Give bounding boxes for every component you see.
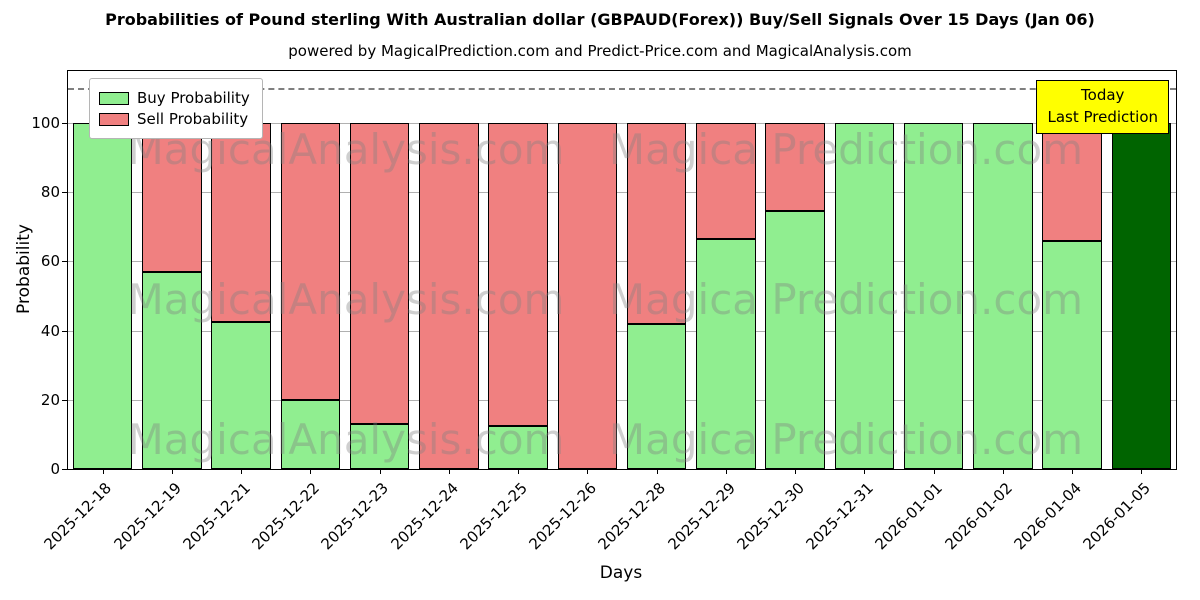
bar-segment-sell [1042,122,1102,241]
bar-segment-buy [973,122,1033,469]
bar-segment-sell [280,122,341,400]
y-tick-label: 20 [40,390,60,409]
y-tick-mark [62,330,67,332]
y-tick-label: 80 [40,183,60,202]
buy-probability-swatch [99,91,129,105]
chart-title: Probabilities of Pound sterling With Aus… [105,10,1095,29]
bar-segment-buy [696,238,756,469]
x-tick-mark [864,469,866,474]
x-tick-label: 2025-12-31 [802,479,878,554]
x-tick-mark [1072,469,1074,474]
legend-label-buy: Buy Probability [137,89,250,107]
x-tick-label: 2025-12-24 [387,479,462,554]
x-tick-label: 2026-01-05 [1079,479,1155,554]
legend-label-sell: Sell Probability [137,110,249,128]
bar-segment-sell [211,122,271,322]
sell-probability-swatch [99,112,129,126]
bar-segment-buy [488,425,548,469]
x-tick-mark [933,469,935,474]
x-tick-mark [102,469,104,474]
dashed-reference-line [68,88,1176,91]
y-tick-label: 0 [50,460,60,478]
x-tick-mark [241,469,243,474]
y-tick-label: 60 [40,252,60,271]
y-tick-mark [62,469,67,470]
bar-segment-sell [488,122,548,426]
x-tick-mark [1002,469,1004,474]
today-annotation-line2: Last Prediction [1047,107,1158,126]
bar-segment-sell [557,122,618,469]
x-tick-label: 2025-12-28 [594,479,670,554]
bar-segment-buy [72,122,133,469]
bar-segment-buy [834,122,895,469]
x-tick-label: 2025-12-22 [248,479,324,554]
x-tick-mark [725,469,727,474]
x-tick-mark [171,469,173,474]
y-gridline [68,122,1176,124]
x-tick-label: 2025-12-21 [179,479,254,554]
bar-segment-buy [765,211,825,469]
x-tick-label: 2025-12-29 [664,479,739,554]
x-tick-mark [656,469,658,474]
bar-segment-buy [903,122,964,469]
today-annotation-line1: Today [1081,86,1125,104]
y-tick-mark [62,192,67,194]
y-gridline [68,261,1176,263]
bar-segment-sell [626,122,687,324]
x-tick-mark [795,469,797,474]
x-axis-label: Days [599,563,643,583]
y-tick-label: 100 [31,113,60,132]
x-tick-mark [1141,469,1143,474]
x-tick-label: 2026-01-02 [941,479,1016,554]
bar-segment-buy [349,424,410,469]
x-tick-mark [587,469,589,474]
bar-segment-sell [142,122,202,272]
plot-area: Buy Probability Sell Probability Today L… [31,70,1177,553]
x-tick-label: 2026-01-01 [871,479,947,554]
x-tick-mark [310,469,312,474]
x-tick-label: 2025-12-18 [40,479,116,554]
today-annotation: Today Last Prediction [1036,80,1169,134]
x-tick-mark [448,469,450,474]
bar-segment-buy [626,323,687,469]
y-gridline [68,330,1176,332]
y-tick-mark [62,122,67,124]
x-tick-mark [379,469,381,474]
legend-item-sell: Sell Probability [99,110,250,128]
y-tick-label: 40 [40,321,60,340]
bar-segment-buy [280,399,341,469]
legend-item-buy: Buy Probability [99,89,250,107]
y-gridline [68,399,1176,401]
y-gridline [68,192,1176,194]
x-tick-label: 2025-12-19 [110,479,185,554]
bar-segment-sell [349,122,410,424]
y-tick-mark [62,261,67,263]
bar-segment-sell [765,122,825,212]
bar-segment-buy [211,321,271,469]
legend: Buy Probability Sell Probability [89,78,263,139]
y-tick-mark [62,399,67,401]
bar-segment-buy [1042,240,1102,469]
bar-segment-sell [419,122,479,469]
x-tick-mark [518,469,520,474]
x-tick-label: 2025-12-23 [317,479,393,554]
chart-subtitle: powered by MagicalPrediction.com and Pre… [288,42,912,60]
x-tick-label: 2025-12-25 [456,479,531,554]
bar-segment-buy [1111,122,1172,469]
x-tick-label: 2026-01-04 [1010,479,1085,554]
bar-segment-sell [696,122,756,239]
bar-segment-buy [142,271,202,469]
x-tick-label: 2025-12-26 [525,479,601,554]
x-tick-label: 2025-12-30 [733,479,808,554]
